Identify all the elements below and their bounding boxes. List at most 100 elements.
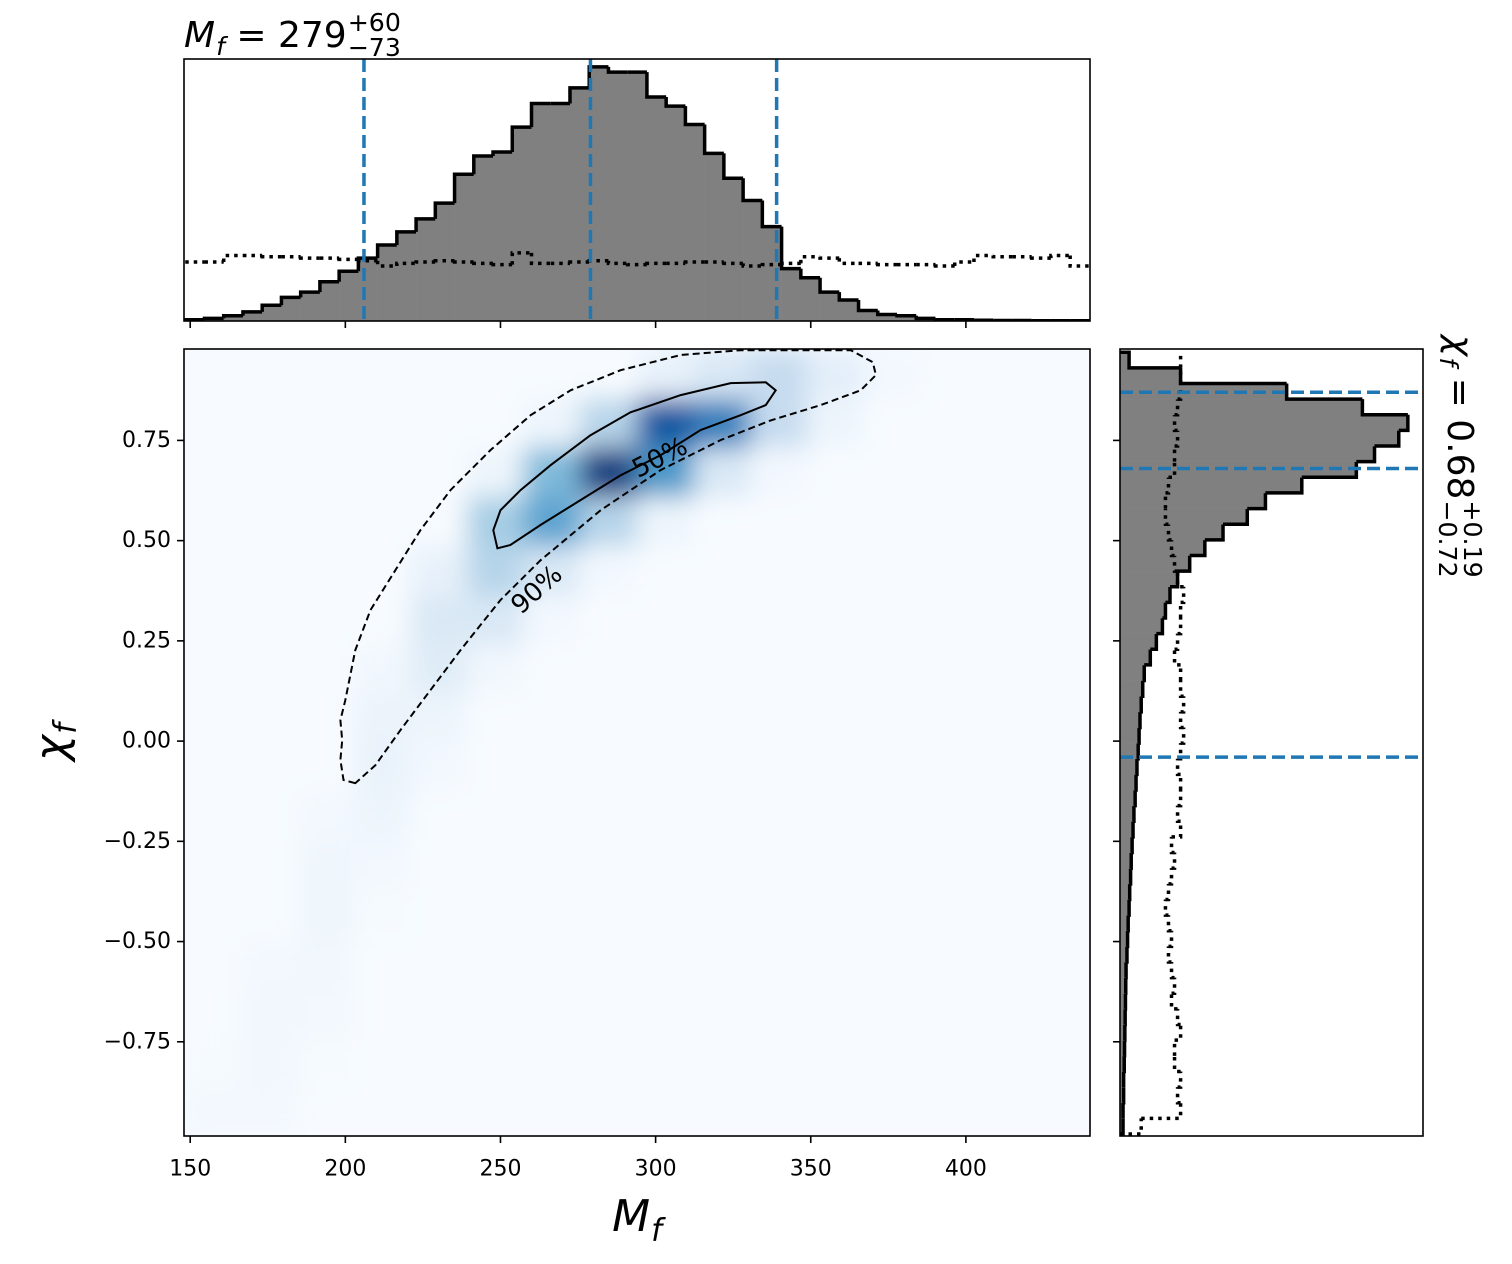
label-symbol: M: [184, 15, 215, 56]
prior-step: [1165, 477, 1171, 495]
label-lower-error: −73: [348, 33, 401, 62]
density-cell: [184, 742, 242, 793]
prior-step: [356, 258, 378, 263]
density-cell: [920, 939, 978, 989]
density-cell: [1033, 742, 1090, 793]
histogram-bar: [339, 271, 359, 321]
density-cell: [467, 1086, 525, 1136]
density-cell: [863, 693, 921, 743]
density-cell: [976, 890, 1034, 940]
prior-step: [683, 260, 705, 264]
histogram-outline: [1120, 350, 1181, 370]
histogram-bar: [223, 315, 244, 321]
prior-step: [1174, 399, 1180, 417]
histogram-outline: [1356, 446, 1377, 464]
histogram-outline: [1189, 539, 1207, 558]
density-cell: [184, 791, 242, 842]
density-cell: [353, 349, 411, 399]
x-tick-label: 150: [169, 1157, 211, 1182]
histogram-outline: [1162, 602, 1168, 620]
histogram-bar: [1120, 1087, 1124, 1104]
density-cell: [750, 398, 808, 448]
histogram-bar: [800, 277, 821, 321]
prior-step: [760, 262, 782, 267]
density-cell: [523, 840, 581, 891]
density-cell: [976, 742, 1034, 793]
histogram-bar: [473, 155, 494, 321]
prior-step: [991, 255, 1013, 259]
density-cell: [523, 594, 581, 645]
histogram-bar: [377, 245, 398, 321]
density-cell: [410, 1086, 468, 1136]
prior-step: [510, 251, 532, 265]
histogram-bar: [1120, 602, 1166, 619]
label-lower-error: −0.72: [1433, 500, 1462, 577]
prior-step: [395, 261, 417, 266]
density-cell: [1033, 545, 1090, 596]
histogram-outline: [876, 310, 898, 317]
density-cell: [297, 447, 355, 498]
density-cell: [806, 693, 864, 743]
prior-step: [1165, 883, 1171, 902]
density-cell: [580, 742, 638, 793]
prior-step: [1068, 255, 1090, 268]
density-cell: [240, 496, 298, 547]
histogram-bar: [493, 152, 513, 321]
histogram-outline: [1169, 571, 1180, 589]
density-cell: [637, 496, 695, 547]
density-cell: [467, 398, 525, 448]
density-cell: [184, 939, 242, 989]
prior-step: [1171, 977, 1177, 996]
y-tick-label: 0.75: [122, 428, 171, 453]
density-cell: [184, 349, 242, 399]
prior-step: [1178, 711, 1184, 730]
density-cell: [410, 988, 468, 1039]
density-cell: [750, 742, 808, 793]
density-cell: [750, 939, 808, 989]
prior-step: [837, 258, 859, 266]
density-cell: [750, 693, 808, 743]
density-cell: [693, 840, 751, 891]
histogram-outline: [1127, 883, 1132, 902]
prior-step: [1049, 253, 1071, 259]
density-cell: [806, 988, 864, 1039]
density-cell: [297, 791, 355, 842]
density-cell: [637, 644, 695, 694]
histogram-outline: [856, 300, 878, 313]
prior-step: [799, 255, 821, 264]
density-cell: [467, 791, 525, 842]
density-cell: [467, 1037, 525, 1088]
density-cell: [806, 496, 864, 547]
density-cell: [750, 496, 808, 547]
histogram-outline: [779, 226, 801, 271]
histogram-outline: [1125, 946, 1129, 964]
label-subscript: f: [651, 1213, 666, 1249]
histogram-bar: [300, 292, 321, 321]
density-cell: [467, 890, 525, 940]
prior-step: [1171, 852, 1177, 870]
density-cell: [693, 890, 751, 940]
histogram-bar: [1120, 790, 1136, 806]
density-cell: [410, 939, 468, 989]
density-cell: [976, 644, 1034, 694]
histogram-outline: [933, 317, 955, 321]
histogram-bar: [1120, 1071, 1124, 1088]
histogram-outline: [1136, 743, 1140, 761]
axes-frame: [1119, 348, 1424, 1137]
histogram-bar: [1120, 1040, 1125, 1057]
density-cell: [240, 447, 298, 498]
density-cell: [523, 791, 581, 842]
density-cell: [693, 496, 751, 547]
prior-step: [1141, 1102, 1183, 1121]
density-cell: [806, 791, 864, 842]
density-cell: [353, 496, 411, 547]
histogram-outline: [510, 125, 532, 153]
density-cell: [750, 1037, 808, 1088]
histogram-outline: [799, 268, 821, 280]
histogram-bar: [1120, 1024, 1125, 1041]
prior-step: [722, 261, 744, 266]
prior-step: [818, 256, 840, 260]
histogram-outline: [318, 279, 340, 293]
prior-step: [876, 262, 898, 267]
